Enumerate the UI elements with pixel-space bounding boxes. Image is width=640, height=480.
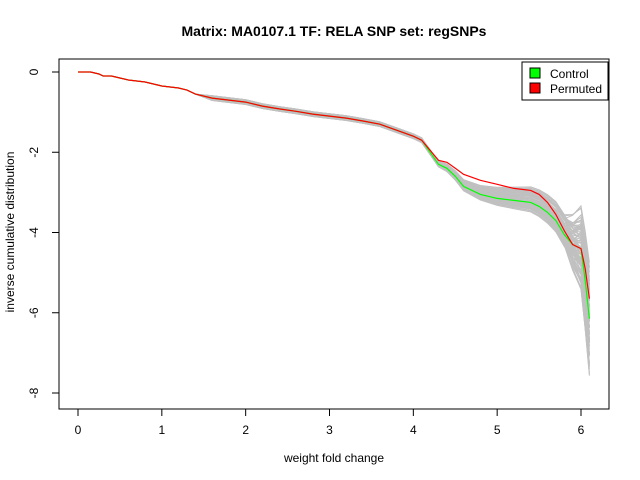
- plot-frame: [58, 58, 610, 410]
- background-line: [78, 71, 590, 281]
- x-tick-label: 0: [75, 423, 82, 437]
- legend: Control Permuted: [521, 61, 609, 101]
- background-line: [78, 71, 590, 290]
- y-tick-label: -8: [27, 387, 41, 398]
- background-line: [78, 71, 590, 347]
- background-line: [78, 71, 590, 295]
- background-line: [78, 71, 590, 263]
- x-tick-label: 6: [578, 423, 585, 437]
- background-line: [78, 71, 590, 297]
- background-line: [78, 71, 590, 292]
- background-line: [78, 71, 590, 285]
- y-tick-label: -6: [27, 307, 41, 318]
- background-line: [78, 71, 590, 298]
- background-line: [78, 71, 590, 350]
- chart-title: Matrix: MA0107.1 TF: RELA SNP set: regSN…: [182, 23, 487, 39]
- x-axis: 0 1 2 3 4 5 6: [75, 408, 585, 437]
- legend-swatch-control: [529, 67, 541, 79]
- background-line: [78, 71, 590, 273]
- y-tick-label: -2: [27, 147, 41, 158]
- x-tick-label: 2: [242, 423, 249, 437]
- background-line: [78, 71, 590, 301]
- background-line: [78, 71, 590, 299]
- background-line: [78, 71, 590, 291]
- background-line: [78, 71, 590, 299]
- legend-swatch-permuted: [529, 82, 541, 94]
- background-line: [78, 71, 590, 269]
- y-axis: 0 -2 -4 -6 -8: [27, 68, 60, 398]
- x-tick-label: 1: [158, 423, 165, 437]
- background-line: [78, 71, 590, 291]
- background-line: [78, 71, 590, 288]
- legend-label-permuted: Permuted: [550, 82, 602, 96]
- background-line: [78, 71, 590, 294]
- background-line: [78, 71, 590, 282]
- background-line: [78, 71, 590, 285]
- y-tick-label: 0: [27, 68, 41, 75]
- background-line: [78, 71, 590, 285]
- background-line: [78, 71, 590, 282]
- x-axis-label: weight fold change: [283, 451, 384, 465]
- background-line: [78, 71, 590, 298]
- x-tick-label: 5: [494, 423, 501, 437]
- series-line-permuted: [78, 71, 590, 299]
- background-line: [78, 71, 590, 302]
- background-line: [78, 71, 590, 278]
- y-tick-label: -4: [27, 227, 41, 238]
- x-tick-label: 3: [326, 423, 333, 437]
- background-line: [78, 71, 590, 347]
- y-axis-label: inverse cumulative distribution: [3, 152, 17, 313]
- background-line: [78, 71, 590, 301]
- background-line: [78, 71, 590, 299]
- background-line: [78, 71, 590, 268]
- legend-label-control: Control: [550, 67, 589, 81]
- series-lines: [78, 71, 590, 319]
- x-tick-label: 4: [410, 423, 417, 437]
- background-permutation-lines: [78, 71, 590, 376]
- background-line: [78, 71, 590, 301]
